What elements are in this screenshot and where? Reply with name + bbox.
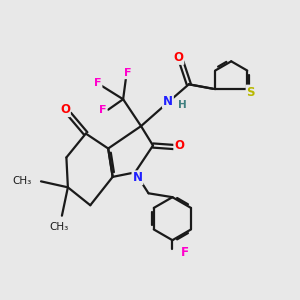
Text: F: F (94, 78, 101, 88)
Text: F: F (124, 68, 131, 78)
Text: N: N (163, 95, 173, 108)
Text: O: O (174, 139, 184, 152)
Text: CH₃: CH₃ (49, 222, 68, 232)
Text: O: O (173, 51, 183, 64)
Text: N: N (133, 171, 142, 184)
Text: O: O (60, 103, 70, 116)
Text: F: F (181, 246, 189, 259)
Text: H: H (178, 100, 186, 110)
Text: F: F (99, 105, 106, 115)
Text: CH₃: CH₃ (12, 176, 32, 186)
Text: S: S (247, 85, 255, 99)
